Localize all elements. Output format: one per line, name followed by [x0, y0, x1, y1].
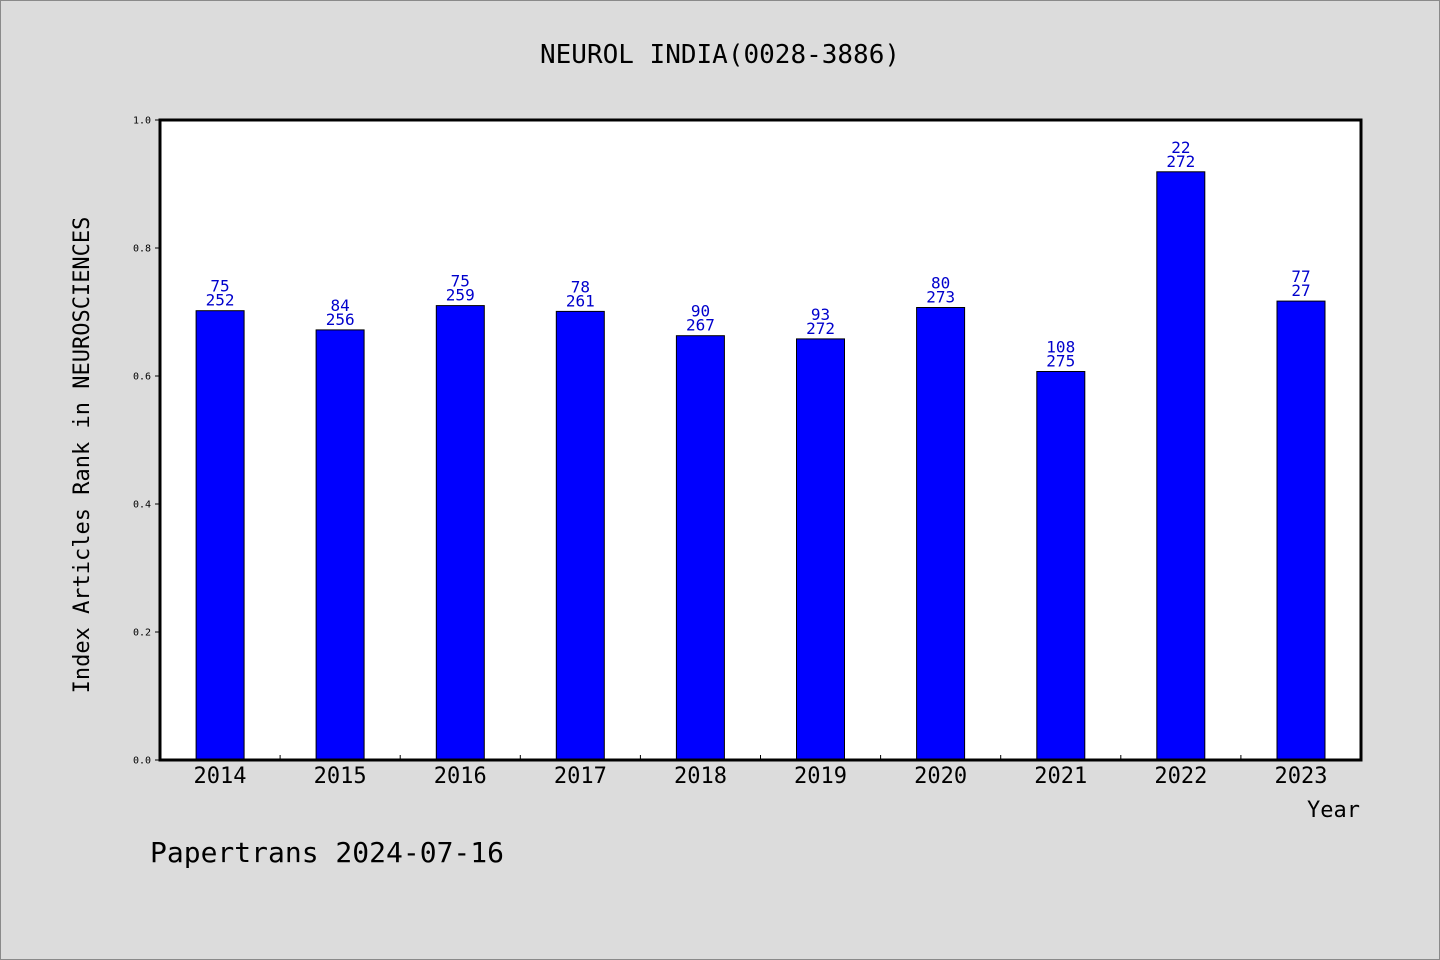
y-tick-label-0.2: 0.2: [133, 628, 151, 639]
bar-2023: [1276, 300, 1326, 761]
footer-credit: Papertrans 2024-07-16: [150, 836, 504, 869]
x-tick-label-2014: 2014: [194, 764, 247, 789]
bar-label-bottom-2018: 267: [686, 316, 715, 335]
bar-label-top-2014: 75: [210, 277, 229, 296]
bar-label-bottom-2015: 256: [326, 310, 355, 329]
y-tick-label-1.0: 1.0: [133, 116, 151, 127]
bar-label-bottom-2022: 272: [1166, 152, 1195, 171]
bar-2022: [1156, 171, 1206, 761]
y-tick-label-0.8: 0.8: [133, 244, 151, 255]
y-tick-label-0.0: 0.0: [133, 756, 151, 767]
bar-2019: [796, 338, 845, 761]
bar-label-top-2023: 77: [1291, 267, 1310, 286]
bar-2017: [555, 310, 605, 761]
bar-label-bottom-2016: 259: [446, 286, 475, 305]
bar-2016: [435, 305, 485, 761]
x-tick-label-2019: 2019: [794, 764, 847, 789]
x-tick-label-2022: 2022: [1154, 764, 1207, 789]
bar-label-bottom-2020: 273: [926, 288, 955, 307]
y-tick-label-0.6: 0.6: [133, 372, 151, 383]
bar-label-bottom-2021: 275: [1046, 352, 1075, 371]
bar-label-bottom-2019: 272: [806, 319, 835, 338]
bar-2020: [916, 307, 966, 761]
y-axis-label: Index Articles Rank in NEUROSCIENCES: [70, 217, 95, 694]
x-tick-label-2017: 2017: [554, 764, 607, 789]
bar-label-top-2015: 84: [331, 296, 350, 315]
plot-border: [158, 118, 1363, 762]
bar-label-top-2018: 90: [691, 302, 710, 321]
bar-label-top-2020: 80: [931, 274, 950, 293]
bar-label-bottom-2017: 261: [566, 291, 595, 310]
ticks-group: 2014 2015 2016 2017 2018 2019 2020 2021 2022 2023…: [133, 116, 1328, 790]
x-tick-label-2021: 2021: [1034, 764, 1087, 789]
bar-2021: [1036, 371, 1086, 761]
x-tick-label-2018: 2018: [674, 764, 727, 789]
chart-title: NEUROL INDIA(0028-3886): [540, 40, 900, 70]
bar-label-top-2022: 22: [1171, 138, 1190, 157]
bar-label-top-2021: 108: [1046, 338, 1075, 357]
bar-label-bottom-2014: 252: [206, 291, 235, 310]
y-tick-label-0.4: 0.4: [133, 500, 151, 511]
x-tick-label-2016: 2016: [434, 764, 487, 789]
bar-label-top-2019: 93: [811, 305, 830, 324]
bar-2015: [315, 329, 365, 761]
x-tick-label-2015: 2015: [314, 764, 367, 789]
x-axis-label: Year: [1307, 798, 1360, 823]
bar-label-top-2017: 78: [571, 277, 590, 296]
bar-2014: [195, 310, 245, 761]
bar-label-top-2016: 75: [451, 272, 470, 291]
x-tick-label-2023: 2023: [1274, 764, 1327, 789]
bar-2018: [675, 335, 725, 761]
bar-label-bottom-2023: 27: [1291, 281, 1310, 300]
x-tick-label-2020: 2020: [914, 764, 967, 789]
